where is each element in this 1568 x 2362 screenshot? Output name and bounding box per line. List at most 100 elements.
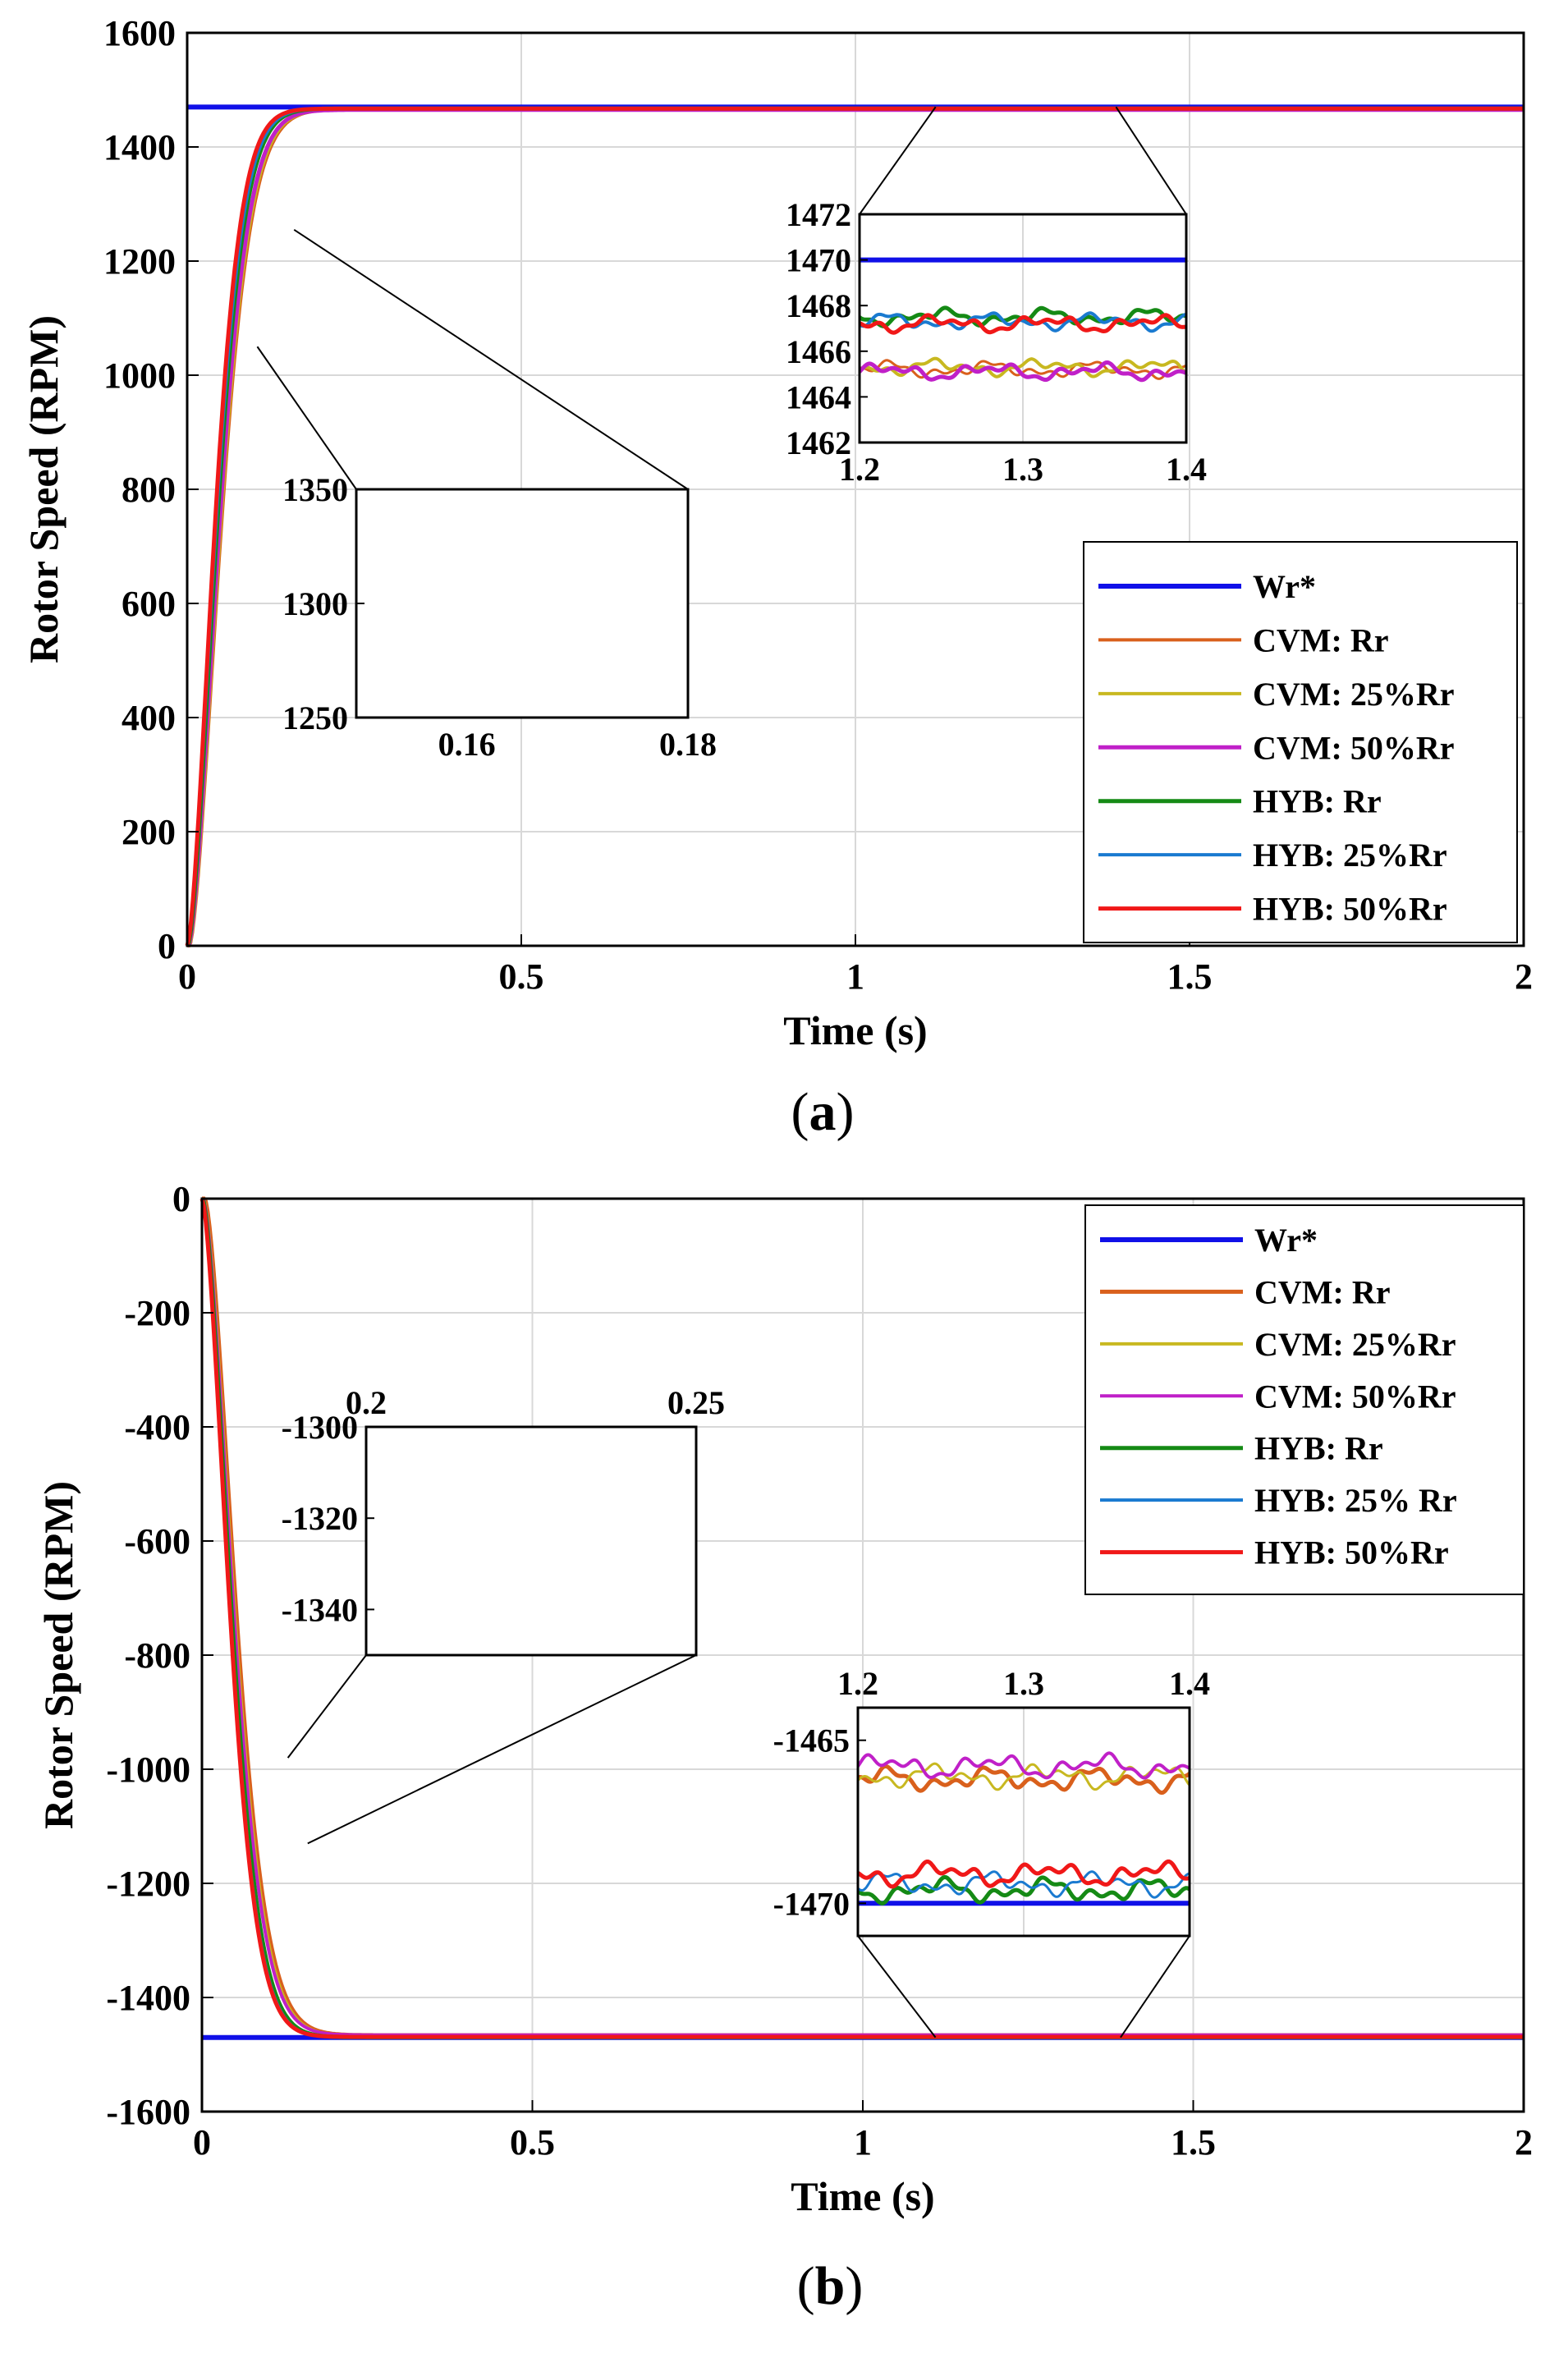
y-tick-label: 800 xyxy=(121,470,176,510)
inset-x-tick-label: 1.2 xyxy=(839,451,880,488)
panel-caption: (b) xyxy=(797,2256,864,2316)
legend-label: CVM: 50%Rr xyxy=(1253,729,1455,766)
inset-box xyxy=(364,1425,698,1657)
inset-y-tick-label: 1464 xyxy=(786,378,851,415)
inset-series xyxy=(860,257,1186,383)
y-tick-label: 1600 xyxy=(103,13,176,53)
y-tick-label: -1600 xyxy=(106,2092,190,2132)
legend-box xyxy=(1083,541,1518,943)
zoom-connector xyxy=(307,1654,697,1845)
y-tick-label: -1400 xyxy=(106,1978,190,2018)
zoom-connectors xyxy=(287,1654,1190,2039)
inset-series xyxy=(858,1751,1190,1906)
caption-close: ) xyxy=(845,2256,863,2316)
y-tick-label: -200 xyxy=(124,1293,190,1333)
legend-label: HYB: 25% Rr xyxy=(1254,1482,1457,1519)
inset-series-line-3 xyxy=(366,2177,696,2185)
inset-series-line-4 xyxy=(860,360,1186,383)
legend-label: HYB: 25%Rr xyxy=(1253,837,1447,874)
inset-box xyxy=(858,213,1188,444)
zoom-connector xyxy=(1115,106,1187,215)
inset-x-tick-label: 1.4 xyxy=(1169,1665,1210,1702)
y-tick-label: -1000 xyxy=(106,1750,190,1790)
zoom-connector xyxy=(1120,1935,1190,2039)
y-axis-label: Rotor Speed (RPM) xyxy=(21,315,66,663)
y-tick-label: -600 xyxy=(124,1521,190,1562)
y-tick-label: -800 xyxy=(124,1635,190,1676)
inset-series-line-4 xyxy=(858,1751,1190,1780)
x-tick-label: 1 xyxy=(846,956,864,997)
y-tick-label: 200 xyxy=(121,812,176,852)
legend-label: HYB: 50%Rr xyxy=(1254,1534,1449,1571)
inset-transient: 0.16 0.18 1250 1300 1350 xyxy=(282,471,717,763)
zoom-connector xyxy=(859,106,937,215)
inset-x-tick-label: 1.2 xyxy=(837,1665,878,1702)
x-tick-label: 0 xyxy=(178,956,196,997)
inset-steady: 1.2 1.3 1.4 1462 1464 1466 1468 1470 1472 xyxy=(786,196,1207,488)
series-line-7 xyxy=(199,1198,1524,2039)
inset-series-line-2 xyxy=(858,1763,1190,1796)
inset-x-tick-label: 0.16 xyxy=(438,726,496,763)
legend-box xyxy=(1084,1204,1524,1595)
zoom-connector xyxy=(287,1654,367,1759)
inset-x-tick-label: 1.4 xyxy=(1166,451,1207,488)
panel-a: 0 0.5 1 1.5 2 0 200 400 600 800 1000 1200 1400 1600 Ti… xyxy=(21,13,1533,1142)
inset-y-tick-label: 1300 xyxy=(282,585,348,622)
legend-label: CVM: 25%Rr xyxy=(1254,1326,1456,1363)
inset-box xyxy=(856,1706,1191,1938)
inset-series-line-5 xyxy=(366,2198,696,2201)
inset-transient: 0.2 0.25 -1300 -1320 -1340 xyxy=(282,1384,725,2204)
inset-y-tick-label: 1462 xyxy=(786,424,851,461)
legend-label: HYB: Rr xyxy=(1254,1430,1383,1467)
series-group xyxy=(199,1196,1524,2040)
y-tick-label: 600 xyxy=(121,584,176,624)
inset-y-tick-label: 1250 xyxy=(282,699,348,736)
inset-y-tick-label: 1468 xyxy=(786,287,851,324)
y-tick-label: 400 xyxy=(121,698,176,738)
y-axis-label: Rotor Speed (RPM) xyxy=(35,1481,81,1829)
caption-close: ) xyxy=(837,1082,855,1142)
legend-label: CVM: Rr xyxy=(1253,621,1389,658)
panel-b: 0 0.5 1 1.5 2 -1600 -1400 -1200 -1000 -800 -600 -40… xyxy=(35,1179,1533,2316)
inset-x-tick-label: 0.2 xyxy=(346,1384,387,1421)
y-tick-label: 0 xyxy=(172,1179,190,1219)
inset-y-tick-label: -1465 xyxy=(773,1722,850,1759)
zoom-connectors xyxy=(256,106,1187,490)
x-tick-label: 1 xyxy=(854,2122,872,2162)
inset-series-line-2 xyxy=(366,2176,696,2185)
x-tick-label: 0 xyxy=(193,2122,211,2162)
y-tick-label: 0 xyxy=(158,926,176,966)
inset-x-tick-label: 1.3 xyxy=(1003,1665,1044,1702)
inset-series-line-6 xyxy=(858,1870,1190,1899)
zoom-connector xyxy=(293,228,689,490)
inset-x-tick-label: 0.18 xyxy=(659,726,717,763)
x-tick-label: 2 xyxy=(1515,956,1533,997)
inset-y-tick-label: -1300 xyxy=(282,1409,358,1446)
inset-series xyxy=(366,2176,696,2204)
inset-y-tick-label: 1472 xyxy=(786,196,851,233)
inset-y-tick-label: -1340 xyxy=(282,1591,358,1628)
zoom-connector xyxy=(256,346,357,490)
legend: Wr* CVM: Rr CVM: 25%Rr CVM: 50%Rr HYB: Rr HYB… xyxy=(1084,1204,1524,1595)
x-axis-label: Time (s) xyxy=(791,2173,934,2219)
caption-open: ( xyxy=(791,1082,809,1142)
inset-series-line-7 xyxy=(860,313,1186,335)
caption-open: ( xyxy=(797,2256,815,2316)
inset-y-tick-label: -1470 xyxy=(773,1885,850,1922)
legend: Wr* CVM: Rr CVM: 25%Rr CVM: 50%Rr HYB: Rr HYB… xyxy=(1083,541,1518,943)
y-tick-label: 1400 xyxy=(103,127,176,167)
caption-letter: a xyxy=(809,1082,837,1142)
legend-label: CVM: 50%Rr xyxy=(1254,1378,1456,1415)
y-tick-label: 1000 xyxy=(103,355,176,396)
y-tick-label: -400 xyxy=(124,1407,190,1447)
y-tick-label: -1200 xyxy=(106,1864,190,1904)
inset-y-tick-label: 1350 xyxy=(282,471,348,508)
inset-x-tick-label: 0.25 xyxy=(667,1384,725,1421)
y-tick-label: 1200 xyxy=(103,241,176,282)
inset-series-line-7 xyxy=(366,2197,696,2199)
legend-label: HYB: Rr xyxy=(1253,783,1382,820)
x-tick-label: 1.5 xyxy=(1171,2122,1216,2162)
inset-y-tick-label: -1320 xyxy=(282,1500,358,1537)
series-group xyxy=(185,104,1524,948)
inset-y-tick-label: 1466 xyxy=(786,333,851,370)
